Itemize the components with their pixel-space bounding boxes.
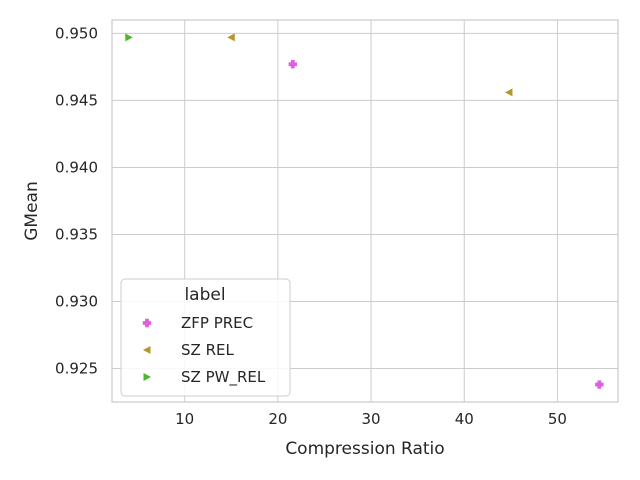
x-tick-label: 20: [268, 410, 287, 428]
y-tick-label: 0.945: [55, 91, 98, 109]
x-axis-ticks: 10 20 30 40 50: [175, 410, 567, 428]
data-point: [595, 380, 604, 389]
y-axis-label: GMean: [22, 181, 42, 241]
x-axis-label: Compression Ratio: [285, 439, 444, 459]
data-point: [125, 33, 133, 42]
legend-marker: [142, 318, 152, 328]
data-point: [288, 60, 297, 69]
x-tick-label: 10: [175, 410, 194, 428]
legend-marker: [143, 346, 151, 354]
legend-title: label: [184, 285, 225, 305]
y-tick-label: 0.950: [55, 24, 98, 42]
y-tick-label: 0.940: [55, 158, 98, 176]
data-points: [125, 33, 604, 389]
plot-frame: [111, 19, 619, 403]
data-point: [504, 88, 513, 97]
y-tick-label: 0.935: [55, 225, 98, 243]
legend-box: [120, 278, 291, 397]
x-tick-label: 30: [362, 410, 381, 428]
legend-label: SZ PW_REL: [181, 368, 266, 387]
y-tick-label: 0.930: [55, 292, 98, 310]
legend-label: SZ REL: [181, 341, 234, 359]
legend: label ZFP PREC SZ REL SZ PW_REL: [120, 278, 291, 397]
y-tick-label: 0.925: [55, 359, 98, 377]
legend-label: ZFP PREC: [181, 314, 253, 332]
legend-marker: [143, 373, 151, 381]
y-axis-ticks: 0.925 0.930 0.935 0.940 0.945 0.950: [55, 24, 98, 377]
x-tick-label: 50: [548, 410, 567, 428]
x-tick-label: 40: [455, 410, 474, 428]
data-point: [227, 33, 235, 42]
